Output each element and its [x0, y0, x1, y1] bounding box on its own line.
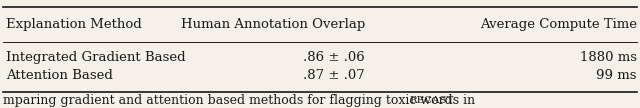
- Text: Human Annotation Overlap: Human Annotation Overlap: [180, 18, 365, 31]
- Text: Explanation Method: Explanation Method: [6, 18, 142, 31]
- Text: .87 ± .07: .87 ± .07: [303, 69, 365, 82]
- Text: mparing gradient and attention based methods for flagging toxic words in: mparing gradient and attention based met…: [3, 94, 479, 107]
- Text: 99 ms: 99 ms: [596, 69, 637, 82]
- Text: Attention Based: Attention Based: [6, 69, 113, 82]
- Text: RECAST.: RECAST.: [410, 96, 456, 105]
- Text: .86 ± .06: .86 ± .06: [303, 51, 365, 64]
- Text: Average Compute Time: Average Compute Time: [480, 18, 637, 31]
- Text: 1880 ms: 1880 ms: [580, 51, 637, 64]
- Text: Integrated Gradient Based: Integrated Gradient Based: [6, 51, 186, 64]
